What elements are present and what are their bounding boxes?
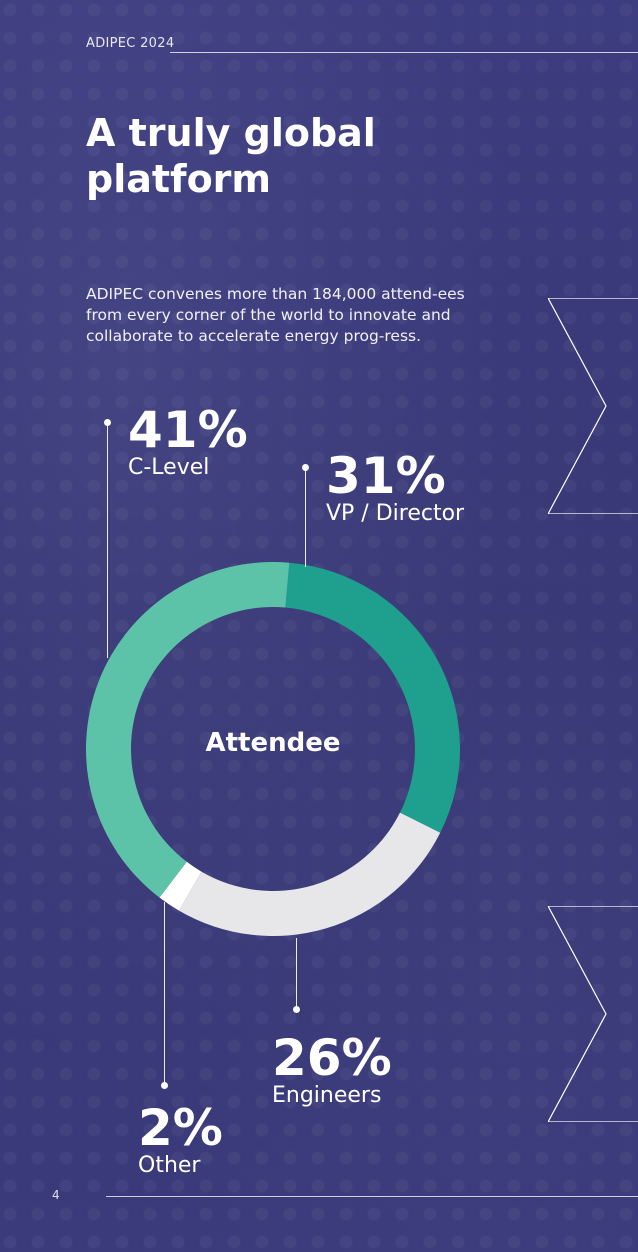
leader-line-c-level xyxy=(107,422,108,658)
donut-center-label: Attendee xyxy=(205,728,341,758)
stat-other-label: Other xyxy=(138,1153,201,1178)
leader-line-other xyxy=(164,902,165,1086)
donut-slice-c-level xyxy=(86,562,290,898)
chevron-right-icon xyxy=(548,298,638,514)
header-label: ADIPEC 2024 xyxy=(86,36,175,51)
stat-engineers-percent: 26% xyxy=(272,1029,392,1087)
leader-line-engineers xyxy=(296,938,297,1010)
leader-dot-engineers xyxy=(293,1006,300,1013)
stat-engineers: 26% Engineers xyxy=(272,1032,392,1108)
stat-c-level: 41% C-Level xyxy=(128,404,248,480)
intro-text: ADIPEC convenes more than 184,000 attend… xyxy=(86,285,465,345)
donut-slice-engineers xyxy=(178,812,441,937)
stat-c-level-percent: 41% xyxy=(128,401,248,459)
page-number: 4 xyxy=(52,1188,60,1202)
stat-c-level-label: C-Level xyxy=(128,455,210,480)
donut-slice-vp-director xyxy=(285,562,460,833)
leader-dot-c-level xyxy=(104,419,111,426)
donut-slice-other xyxy=(159,861,202,911)
chevron-right-icon xyxy=(548,906,638,1122)
stat-engineers-label: Engineers xyxy=(272,1083,382,1108)
leader-dot-other xyxy=(161,1082,168,1089)
footer-divider xyxy=(106,1196,638,1197)
stat-vp-director: 31% VP / Director xyxy=(326,450,464,526)
leader-line-vp-director xyxy=(305,467,306,567)
leader-dot-vp-director xyxy=(302,464,309,471)
page-title: A truly global platform xyxy=(86,111,376,201)
stat-other: 2% Other xyxy=(138,1102,223,1178)
stat-vp-director-label: VP / Director xyxy=(326,501,465,526)
stat-vp-director-percent: 31% xyxy=(326,447,446,505)
header-divider xyxy=(170,52,638,53)
stat-other-percent: 2% xyxy=(138,1099,223,1157)
